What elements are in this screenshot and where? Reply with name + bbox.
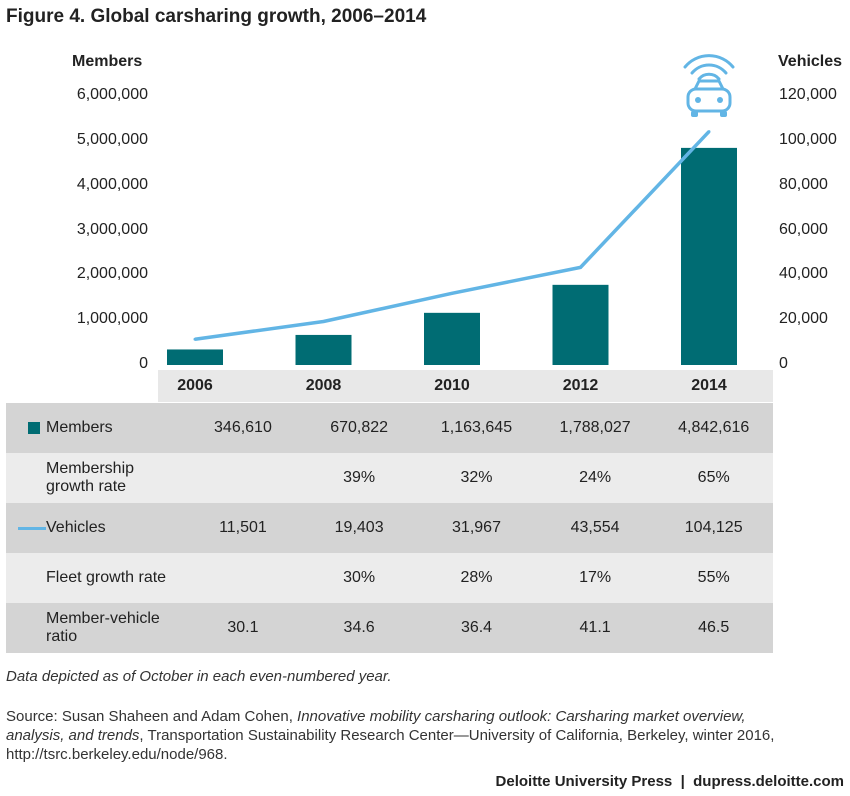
- right-tick-label: 0: [779, 355, 788, 372]
- source-title: Innovative mobility carsharing outlook: …: [6, 708, 746, 744]
- table-row: Fleet growth rate 30% 28% 17% 55%: [6, 553, 773, 603]
- data-note: Data depicted as of October in each even…: [6, 668, 392, 685]
- table-cell: 32%: [417, 453, 536, 503]
- right-tick-label: 40,000: [779, 265, 828, 283]
- table-cell: 46.5: [654, 603, 773, 653]
- source-suffix: , Transportation Sustainability Research…: [6, 727, 775, 763]
- row-label: Membership growth rate: [46, 460, 135, 495]
- table-row: Membership growth rate 39% 32% 24% 65%: [6, 453, 773, 503]
- table-cell: 30%: [301, 553, 418, 603]
- table-cell: 36.4: [417, 603, 536, 653]
- table-cell: 24%: [535, 453, 655, 503]
- table-row: Vehicles 11,501 19,403 31,967 43,554 104…: [6, 503, 773, 553]
- members-bar: [295, 334, 352, 365]
- left-tick-label: 1,000,000: [76, 310, 148, 328]
- table-cell: 28%: [417, 553, 536, 603]
- table-cell: 4,842,616: [654, 403, 773, 453]
- right-axis-title: Vehicles: [778, 53, 843, 70]
- table-cell: 34.6: [301, 603, 418, 653]
- vehicles-point: [707, 130, 711, 134]
- category-label: 2006: [177, 377, 213, 394]
- category-label: 2012: [562, 377, 599, 394]
- vehicles-point: [450, 291, 454, 295]
- table-cell: [184, 553, 302, 603]
- chart-title: Figure 4. Global carsharing growth, 2006…: [6, 6, 427, 27]
- table-cell: 17%: [535, 553, 655, 603]
- table-cell: 670,822: [301, 403, 418, 453]
- left-tick-label: 0: [139, 355, 148, 372]
- row-label: Vehicles: [46, 519, 106, 536]
- row-label: Member-vehicle ratio: [46, 610, 160, 645]
- left-tick-label: 5,000,000: [76, 130, 148, 148]
- right-tick-label: 120,000: [779, 86, 837, 103]
- category-label: 2008: [305, 377, 342, 394]
- category-label: 2010: [434, 377, 470, 394]
- vehicles-swatch: [18, 527, 46, 530]
- table-row: Members 346,610 670,822 1,163,645 1,788,…: [6, 403, 773, 453]
- right-tick-label: 100,000: [779, 130, 837, 148]
- chart-plot: [167, 54, 737, 365]
- category-row: 2006 2008 2010 2012 2014: [158, 370, 773, 402]
- table-cell: 1,163,645: [417, 403, 536, 453]
- members-bar: [681, 147, 737, 365]
- table-cell: 346,610: [184, 403, 302, 453]
- connected-car-icon: [683, 54, 735, 117]
- source-prefix: Source: Susan Shaheen and Adam Cohen,: [6, 708, 298, 725]
- table-cell: 30.1: [184, 603, 302, 653]
- members-bar: [552, 284, 609, 365]
- table-row: Member-vehicle ratio 30.1 34.6 36.4 41.1…: [6, 603, 773, 653]
- table-cell: 41.1: [535, 603, 655, 653]
- left-tick-label: 6,000,000: [76, 86, 148, 103]
- table-cell: 55%: [654, 553, 773, 603]
- right-tick-label: 20,000: [779, 310, 828, 328]
- source-citation: Source: Susan Shaheen and Adam Cohen, In…: [6, 707, 806, 764]
- data-table: Members 346,610 670,822 1,163,645 1,788,…: [6, 403, 773, 653]
- table-cell: 43,554: [535, 503, 655, 553]
- left-tick-label: 3,000,000: [76, 220, 148, 238]
- right-tick-label: 80,000: [779, 175, 828, 193]
- row-label: Fleet growth rate: [46, 569, 167, 586]
- table-cell: 39%: [301, 453, 418, 503]
- table-cell: 19,403: [301, 503, 418, 553]
- left-tick-label: 4,000,000: [76, 175, 148, 193]
- left-tick-label: 2,000,000: [76, 265, 148, 283]
- vehicles-point: [322, 320, 325, 324]
- members-swatch: [28, 422, 40, 434]
- members-bar: [167, 349, 223, 365]
- members-bar: [424, 312, 480, 365]
- table-cell: 65%: [654, 453, 773, 503]
- category-label: 2014: [691, 377, 727, 394]
- table-cell: 11,501: [184, 503, 302, 553]
- table-cell: [184, 453, 302, 503]
- vehicles-point: [193, 337, 197, 341]
- table-cell: 31,967: [417, 503, 536, 553]
- footer-credit: Deloitte University Press | dupress.delo…: [495, 773, 844, 790]
- row-label: Members: [46, 419, 113, 436]
- left-axis-title: Members: [72, 53, 143, 70]
- table-cell: 1,788,027: [535, 403, 655, 453]
- right-tick-label: 60,000: [779, 220, 828, 238]
- vehicles-point: [579, 265, 582, 269]
- vehicles-series-line: [194, 130, 711, 341]
- table-cell: 104,125: [654, 503, 773, 553]
